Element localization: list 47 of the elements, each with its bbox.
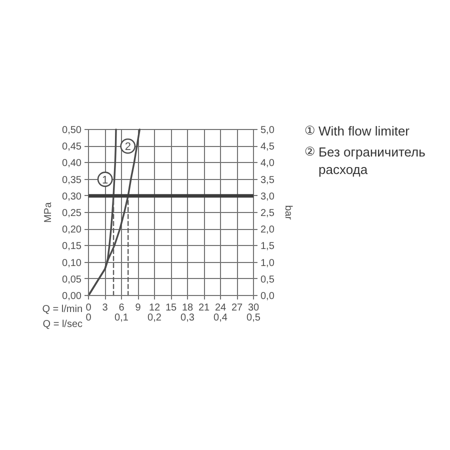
x2-tick-label: 0,2 <box>148 312 162 324</box>
y2-tick-label: 0,5 <box>260 274 275 286</box>
x2-tick-label: 0 <box>86 312 92 324</box>
x-tick-label: 18 <box>182 302 194 314</box>
y2-tick-label: 5,0 <box>260 125 275 136</box>
y-tick-label: 0,45 <box>62 142 82 153</box>
y-axis-title: MPa <box>43 202 54 223</box>
y2-tick-label: 4,0 <box>260 158 275 170</box>
x-tick-label: 21 <box>198 302 210 314</box>
y-tick-label: 0,05 <box>62 274 82 286</box>
y2-tick-label: 2,5 <box>260 208 275 219</box>
y-tick-label: 0,25 <box>62 208 82 219</box>
annotation: 1 <box>102 174 108 186</box>
x2-tick-label: 0,3 <box>180 312 195 324</box>
x-tick-label: 12 <box>148 302 160 314</box>
y2-tick-label: 1,5 <box>260 241 275 252</box>
x-tick-label: 15 <box>165 302 177 314</box>
x2-tick-label: 0,4 <box>214 312 228 324</box>
y-tick-label: 0,10 <box>62 258 82 269</box>
annotation: 2 <box>124 141 131 154</box>
x-tick-label: 0 <box>86 302 92 314</box>
y2-tick-label: 0,0 <box>260 291 275 302</box>
text: ② Без ограничитель расхода <box>304 144 426 177</box>
x-tick-label: 24 <box>214 302 226 314</box>
y-tick-label: 0,50 <box>62 125 82 136</box>
x-tick-label: 9 <box>135 302 142 314</box>
x2-axis-title: Q = l/sec <box>42 319 83 330</box>
x2-tick-label: 0,1 <box>114 312 129 324</box>
x-tick-label: 6 <box>118 302 125 314</box>
y-tick-label: 0,30 <box>62 191 82 202</box>
y2-tick-label: 3,0 <box>260 191 275 202</box>
y2-tick-label: 3,5 <box>260 174 275 186</box>
x-axis-title: Q = l/min <box>42 304 83 315</box>
y-tick-label: 0,35 <box>62 174 82 186</box>
x-tick-label: 27 <box>231 302 243 314</box>
y2-tick-label: 1,0 <box>260 258 275 269</box>
x-tick-label: 30 <box>248 302 260 314</box>
y2-axis-title: bar <box>282 205 294 220</box>
y-tick-label: 0,20 <box>62 224 82 236</box>
y2-tick-label: 2,0 <box>260 224 275 236</box>
y2-tick-label: 4,5 <box>260 142 275 153</box>
y-tick-label: 0,40 <box>62 158 82 170</box>
x2-tick-label: 0,5 <box>246 312 261 324</box>
text: ① With flow limiter <box>304 124 410 138</box>
y-tick-label: 0,15 <box>62 241 82 252</box>
y-tick-label: 0,00 <box>62 291 82 302</box>
x-tick-label: 3 <box>102 302 108 314</box>
